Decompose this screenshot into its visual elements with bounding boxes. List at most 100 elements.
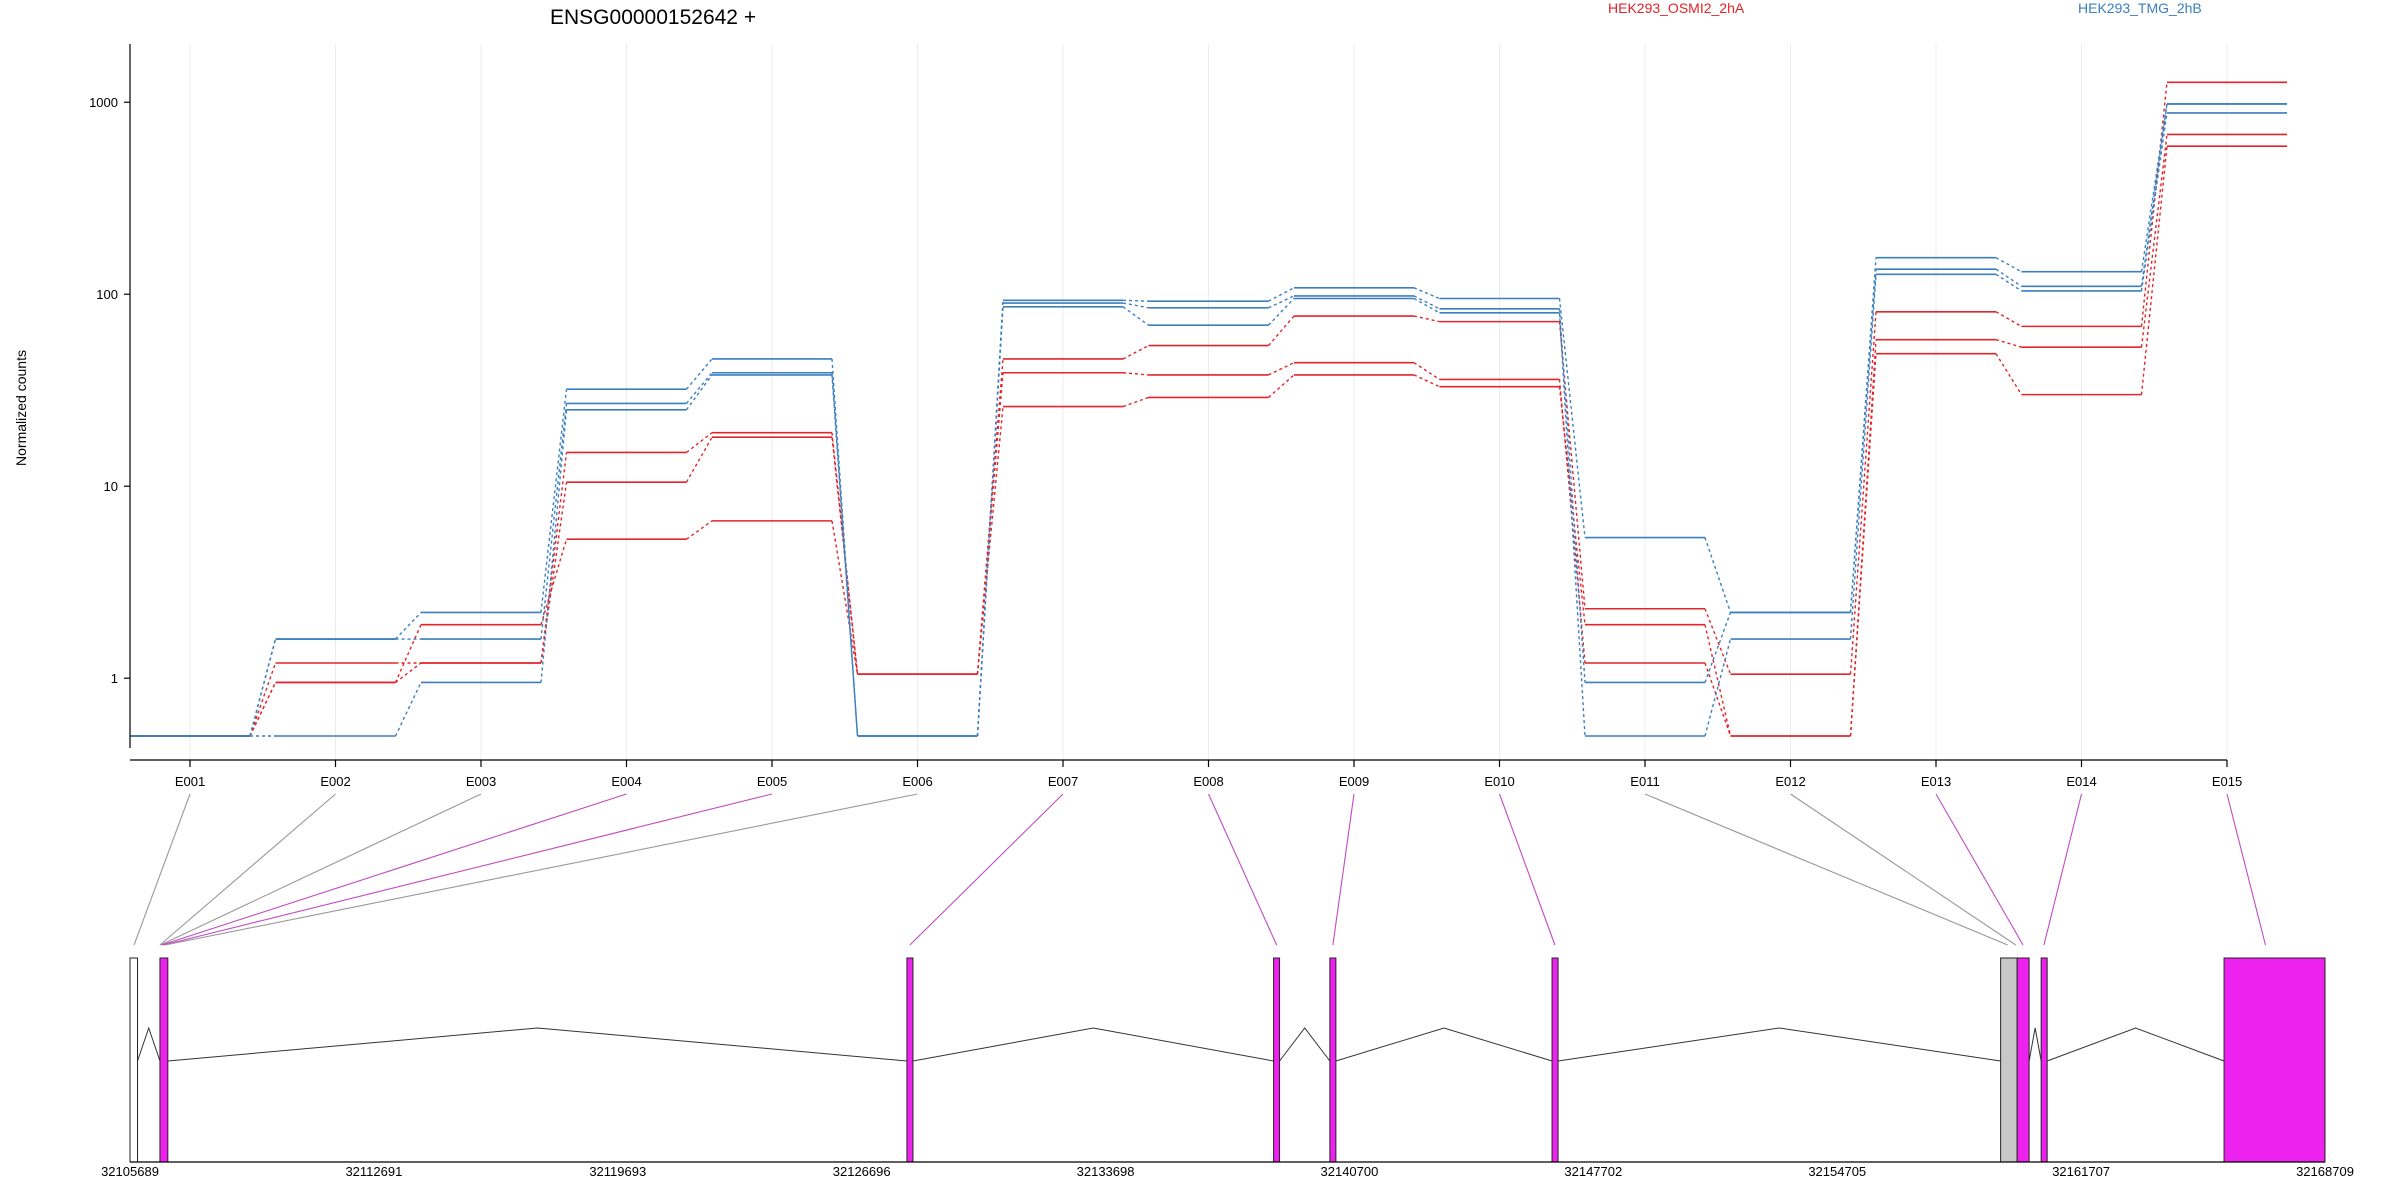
series-3-connector-11 xyxy=(1704,624,1732,737)
series-4-connector-12 xyxy=(1849,257,1877,613)
series-4-connector-11 xyxy=(1704,537,1732,613)
series-3-connector-3 xyxy=(540,538,568,625)
series-6-connector-3 xyxy=(540,409,568,683)
series-4-connector-10 xyxy=(1558,298,1586,538)
series-2-connector-7 xyxy=(1122,372,1149,376)
series-1-connector-3 xyxy=(540,452,568,664)
series-2-connector-9 xyxy=(1413,362,1440,381)
series-2-connector-13 xyxy=(1995,338,2022,348)
exon-10 xyxy=(2223,957,2326,1163)
exon-8 xyxy=(2016,957,2030,1163)
mapping-line-e005 xyxy=(163,793,773,946)
series-4-connector-7 xyxy=(1122,299,1149,302)
series-6-connector-9 xyxy=(1413,297,1440,314)
x-tick-label-e015: E015 xyxy=(2212,774,2242,789)
series-6-connector-6 xyxy=(976,306,1004,737)
mapping-line-e013 xyxy=(1935,793,2024,946)
series-2-connector-14 xyxy=(2140,134,2168,348)
series-5-connector-1 xyxy=(249,638,277,737)
mapping-line-e007 xyxy=(909,793,1064,946)
series-4-connector-8 xyxy=(1268,287,1295,302)
mapping-line-e012 xyxy=(1790,793,2017,946)
x-tick-label-e009: E009 xyxy=(1339,774,1369,789)
mapping-line-e003 xyxy=(160,793,482,946)
series-1-connector-7 xyxy=(1122,344,1149,360)
coord-tick-label-10: 32168709 xyxy=(2296,1164,2354,1179)
x-tick-label-e004: E004 xyxy=(611,774,641,789)
series-3-connector-12 xyxy=(1849,353,1877,737)
series-1-connector-1 xyxy=(249,662,277,737)
legend-entry-osmi2: HEK293_OSMI2_2hA xyxy=(1608,0,1745,16)
series-2-connector-2 xyxy=(395,662,422,684)
series-5-connector-10 xyxy=(1558,308,1586,683)
mapping-line-e008 xyxy=(1207,793,1278,946)
exon-7 xyxy=(2000,957,2018,1163)
x-tick-label-e010: E010 xyxy=(1484,774,1514,789)
x-tick-label-e005: E005 xyxy=(757,774,787,789)
intron-1 xyxy=(137,1026,161,1062)
series-5-connector-5 xyxy=(831,372,859,737)
x-tick-label-e012: E012 xyxy=(1775,774,1805,789)
series-6-connector-14 xyxy=(2140,112,2168,292)
series-lines xyxy=(130,81,2287,737)
series-5-connector-14 xyxy=(2140,103,2168,287)
mapping-line-e010 xyxy=(1498,793,1556,946)
coord-tick-label-5: 32133698 xyxy=(1077,1164,1135,1179)
coord-tick-label-8: 32154705 xyxy=(1808,1164,1866,1179)
series-5-connector-8 xyxy=(1268,295,1295,309)
intron-6 xyxy=(1557,1027,2001,1062)
series-4-connector-4 xyxy=(685,358,713,390)
series-1-connector-4 xyxy=(686,432,713,453)
intron-4 xyxy=(1279,1027,1331,1062)
x-tick-label-e008: E008 xyxy=(1193,774,1223,789)
series-3-connector-9 xyxy=(1413,374,1440,388)
series-1-connector-9 xyxy=(1413,315,1440,323)
series-1-connector-8 xyxy=(1267,315,1295,347)
y-tick-label-1000: 1000 xyxy=(89,95,118,110)
intron-8 xyxy=(2028,1027,2042,1062)
series-4-connector-2 xyxy=(394,611,422,640)
series-4-connector-9 xyxy=(1413,287,1440,300)
gene-model: 32105689 32112691 32119693 32126696 32133698… xyxy=(101,957,2354,1179)
exon-5 xyxy=(1329,957,1337,1163)
series-1-connector-12 xyxy=(1849,311,1877,675)
series-4-connector-13 xyxy=(1995,257,2022,273)
exon-4 xyxy=(1273,957,1281,1163)
series-3-connector-8 xyxy=(1268,374,1295,398)
legend-entry-tmg: HEK293_TMG_2hB xyxy=(2078,0,2202,16)
series-3-connector-7 xyxy=(1122,396,1149,408)
series-3-connector-5 xyxy=(831,520,859,675)
y-axis-label: Normalized counts xyxy=(13,350,29,466)
series-3-connector-1 xyxy=(249,682,277,737)
coord-tick-label-6: 32140700 xyxy=(1321,1164,1379,1179)
x-tick-label-e007: E007 xyxy=(1048,774,1078,789)
chart-title: ENSG00000152642 + xyxy=(550,6,756,29)
mapping-line-e014 xyxy=(2043,793,2083,946)
series-2-connector-8 xyxy=(1268,362,1295,376)
series-3-connector-2 xyxy=(394,624,422,683)
coord-tick-label-3: 32119693 xyxy=(589,1164,646,1179)
mapping-line-e002 xyxy=(159,793,336,946)
series-5-connector-4 xyxy=(685,372,713,404)
series-3-connector-6 xyxy=(976,406,1004,675)
series-6-connector-11 xyxy=(1704,638,1732,737)
coord-tick-label-4: 32126696 xyxy=(833,1164,891,1179)
series-2-connector-4 xyxy=(685,436,713,483)
y-tick-label-10: 10 xyxy=(104,479,118,494)
intron-3 xyxy=(912,1027,1274,1062)
axes: 1 10 100 1000 E001 E002 E003 E004 E005 E006 E007 E0… xyxy=(89,44,2242,789)
exon-1 xyxy=(129,957,139,1163)
series-6-connector-4 xyxy=(685,374,713,411)
intron-2 xyxy=(167,1027,907,1062)
series-6-connector-13 xyxy=(1995,273,2022,292)
mapping-line-e001 xyxy=(133,793,191,946)
coord-tick-label-1: 32105689 xyxy=(101,1164,159,1179)
series-5-connector-9 xyxy=(1413,295,1440,310)
series-6-connector-12 xyxy=(1849,274,1877,640)
series-6-connector-5 xyxy=(831,374,859,737)
x-tick-label-e002: E002 xyxy=(320,774,350,789)
series-5-connector-3 xyxy=(540,403,568,640)
series-3-connector-10 xyxy=(1558,386,1586,625)
series-4-connector-14 xyxy=(2140,103,2168,272)
